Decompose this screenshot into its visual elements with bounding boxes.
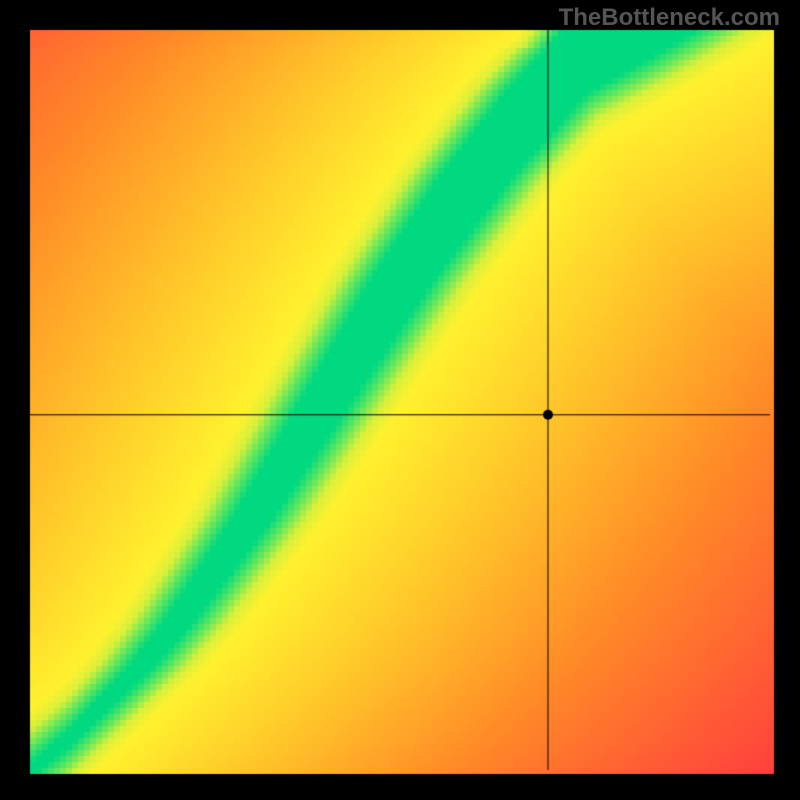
chart-container: TheBottleneck.com <box>0 0 800 800</box>
watermark-text: TheBottleneck.com <box>559 4 780 32</box>
bottleneck-heatmap-canvas <box>0 0 800 800</box>
